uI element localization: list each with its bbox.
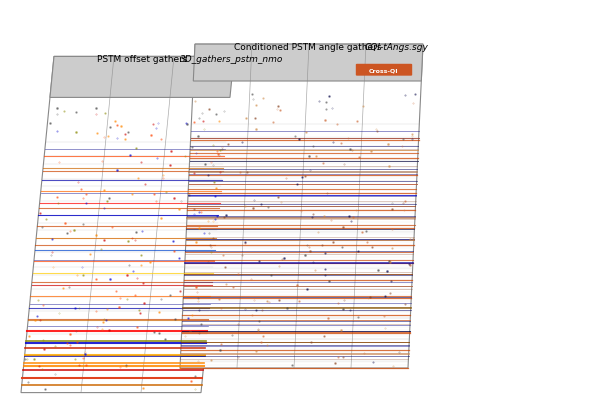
Polygon shape xyxy=(180,45,423,368)
FancyBboxPatch shape xyxy=(356,65,412,76)
Polygon shape xyxy=(21,57,234,393)
Text: Cross-QI: Cross-QI xyxy=(369,68,399,73)
Text: Conditioned PSTM angle gathers: Conditioned PSTM angle gathers xyxy=(234,43,384,52)
Text: PSTM offset gathers: PSTM offset gathers xyxy=(97,55,191,64)
Text: 3D_gathers_pstm_nmo: 3D_gathers_pstm_nmo xyxy=(180,55,283,64)
Text: CQI-tAngs.sgy: CQI-tAngs.sgy xyxy=(365,43,428,52)
Polygon shape xyxy=(193,45,423,82)
Polygon shape xyxy=(50,57,234,98)
